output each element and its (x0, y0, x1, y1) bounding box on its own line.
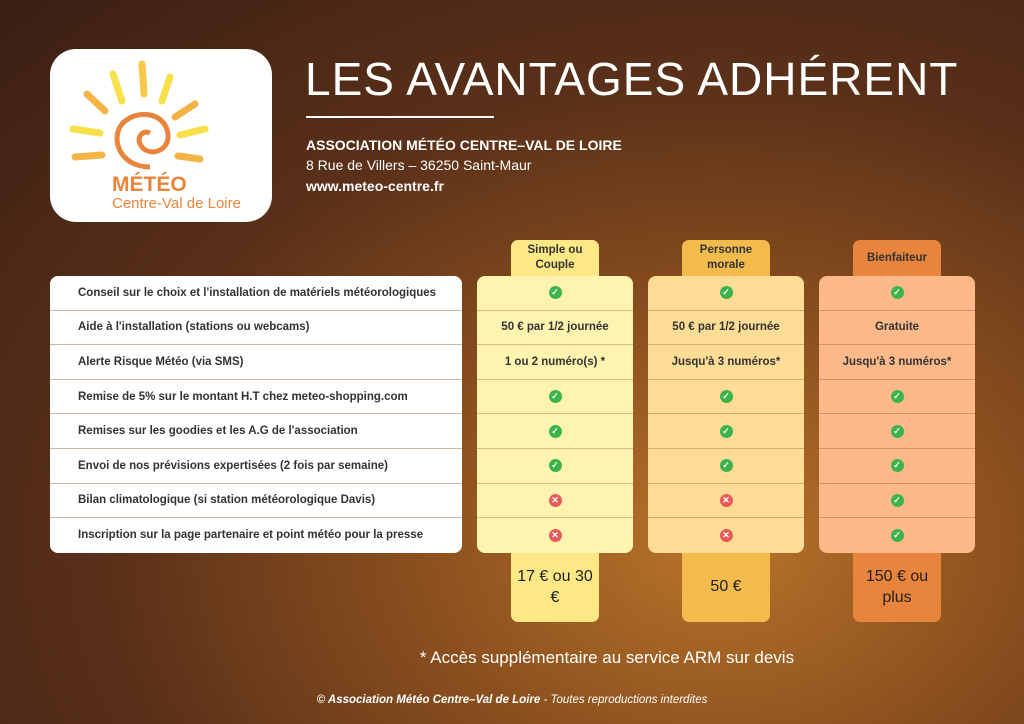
plan-cell: ✕ (648, 484, 804, 519)
plan-cell: ✓ (819, 414, 975, 449)
plan-cell: ✓ (477, 276, 633, 311)
page-title: LES AVANTAGES ADHÉRENT (305, 53, 959, 105)
plan-cell: ✓ (819, 380, 975, 415)
cross-icon: ✕ (548, 528, 562, 542)
feature-row: Conseil sur le choix et l'installation d… (50, 276, 462, 311)
plan-column: ✓ Gratuite Jusqu'à 3 numéros* ✓ ✓ ✓ ✓ ✓ (819, 276, 975, 553)
plan-cell: Gratuite (819, 311, 975, 346)
feature-row: Remise de 5% sur le montant H.T chez met… (50, 380, 462, 415)
plan-cell: ✓ (477, 380, 633, 415)
plan-header: Simple ou Couple (511, 240, 599, 276)
plan-cell: Jusqu'à 3 numéros* (648, 345, 804, 380)
check-icon: ✓ (548, 459, 562, 473)
copyright-rest: - Toutes reproductions interdites (540, 694, 708, 706)
feature-row: Remises sur les goodies et les A.G de l'… (50, 414, 462, 449)
logo-subtitle: Centre-Val de Loire (112, 195, 241, 212)
plan-cell: ✓ (648, 449, 804, 484)
website-link[interactable]: www.meteo-centre.fr (306, 178, 444, 194)
plan-cell: ✕ (477, 518, 633, 553)
plan-header: Personne morale (682, 240, 770, 276)
plan-price: 50 € (682, 553, 770, 622)
logo-title: MÉTÉO (112, 173, 187, 196)
check-icon: ✓ (719, 459, 733, 473)
plan-cell: Jusqu'à 3 numéros* (819, 345, 975, 380)
feature-row: Alerte Risque Météo (via SMS) (50, 345, 462, 380)
plan-cell: ✓ (648, 276, 804, 311)
plan-header: Bienfaiteur (853, 240, 941, 276)
plan-cell: ✕ (477, 484, 633, 519)
check-icon: ✓ (548, 390, 562, 404)
check-icon: ✓ (719, 286, 733, 300)
check-icon: ✓ (890, 493, 904, 507)
feature-row: Inscription sur la page partenaire et po… (78, 529, 424, 542)
plan-cell: ✓ (648, 414, 804, 449)
check-icon: ✓ (890, 528, 904, 542)
feature-row: Envoi de nos prévisions expertisées (2 f… (50, 449, 462, 484)
logo: MÉTÉO Centre-Val de Loire (50, 49, 272, 222)
features-list: Conseil sur le choix et l'installation d… (50, 276, 462, 553)
plan-cell: ✓ (819, 518, 975, 553)
org-name: ASSOCIATION MÉTÉO CENTRE–VAL DE LOIRE (306, 137, 622, 153)
check-icon: ✓ (719, 424, 733, 438)
copyright: © Association Météo Centre–Val de Loire … (0, 694, 1024, 706)
plan-cell: 50 € par 1/2 journée (648, 311, 804, 346)
feature-row: Bilan climatologique (si station météoro… (50, 484, 462, 519)
plan-cell: 1 ou 2 numéro(s) * (477, 345, 633, 380)
check-icon: ✓ (890, 424, 904, 438)
plan-cell: ✓ (477, 449, 633, 484)
feature-row: Aide à l'installation (stations ou webca… (50, 311, 462, 346)
check-icon: ✓ (890, 390, 904, 404)
plan-column: ✓ 50 € par 1/2 journée Jusqu'à 3 numéros* ✓… (648, 276, 804, 553)
plan-column: ✓ 50 € par 1/2 journée 1 ou 2 numéro(s) * ✓… (477, 276, 633, 553)
plan-cell: ✕ (648, 518, 804, 553)
org-address: 8 Rue de Villers – 36250 Saint-Maur (306, 157, 532, 173)
copyright-owner: © Association Météo Centre–Val de Loire (316, 694, 541, 706)
check-icon: ✓ (719, 390, 733, 404)
plan-cell: ✓ (819, 276, 975, 311)
title-divider (306, 116, 494, 118)
plan-cell: 50 € par 1/2 journée (477, 311, 633, 346)
plan-price: 150 € ou plus (853, 553, 941, 622)
plan-cell: ✓ (648, 380, 804, 415)
cross-icon: ✕ (548, 493, 562, 507)
footnote: * Accès supplémentaire au service ARM su… (419, 648, 795, 667)
check-icon: ✓ (890, 286, 904, 300)
check-icon: ✓ (548, 424, 562, 438)
cross-icon: ✕ (719, 528, 733, 542)
plan-cell: ✓ (819, 449, 975, 484)
plan-cell: ✓ (477, 414, 633, 449)
plan-cell: ✓ (819, 484, 975, 519)
cross-icon: ✕ (719, 493, 733, 507)
sun-spiral-icon (69, 60, 209, 170)
plan-price: 17 € ou 30 € (511, 553, 599, 622)
check-icon: ✓ (890, 459, 904, 473)
check-icon: ✓ (548, 286, 562, 300)
